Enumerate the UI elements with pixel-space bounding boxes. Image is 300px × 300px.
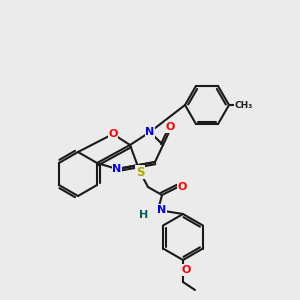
Text: CH₃: CH₃ — [235, 100, 253, 109]
Text: S: S — [136, 166, 144, 178]
Text: O: O — [181, 265, 191, 275]
Text: N: N — [146, 127, 154, 137]
Text: H: H — [140, 210, 148, 220]
Text: N: N — [158, 205, 166, 215]
Text: N: N — [112, 164, 122, 174]
Text: O: O — [108, 129, 118, 139]
Text: O: O — [177, 182, 187, 192]
Text: O: O — [165, 122, 175, 132]
